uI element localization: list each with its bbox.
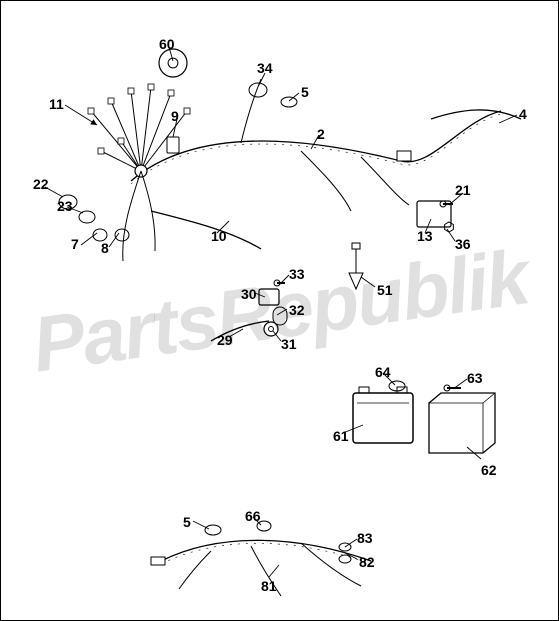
callout-8: 8: [101, 241, 109, 255]
callout-51: 51: [377, 283, 393, 297]
callout-31: 31: [281, 337, 297, 351]
callout-22: 22: [33, 177, 49, 191]
callout-23: 23: [57, 199, 73, 213]
callout-66: 66: [245, 509, 261, 523]
callout-36: 36: [455, 237, 471, 251]
callout-83: 83: [357, 531, 373, 545]
callout-29: 29: [217, 333, 233, 347]
callout-4: 4: [519, 107, 527, 121]
callout-62: 62: [481, 463, 497, 477]
callout-32: 32: [289, 303, 305, 317]
callout-2: 2: [317, 127, 325, 141]
callout-30: 30: [241, 287, 257, 301]
callout-34: 34: [257, 61, 273, 75]
callout-5: 5: [301, 85, 309, 99]
callout-64: 64: [375, 365, 391, 379]
parts-diagram: PartsRepublik 60345119422221231336107833…: [0, 0, 559, 621]
callout-60: 60: [159, 37, 175, 51]
callout-9: 9: [171, 109, 179, 123]
callout-10: 10: [211, 229, 227, 243]
callout-13: 13: [417, 229, 433, 243]
callout-11: 11: [49, 97, 64, 111]
callout-82: 82: [359, 555, 375, 569]
schematic-svg: [1, 1, 559, 621]
callout-61: 61: [333, 429, 349, 443]
callout-63: 63: [467, 371, 483, 385]
callout-81: 81: [261, 579, 277, 593]
callout-7: 7: [71, 237, 79, 251]
callout-5: 5: [183, 515, 191, 529]
callout-33: 33: [289, 267, 305, 281]
callout-21: 21: [455, 183, 471, 197]
